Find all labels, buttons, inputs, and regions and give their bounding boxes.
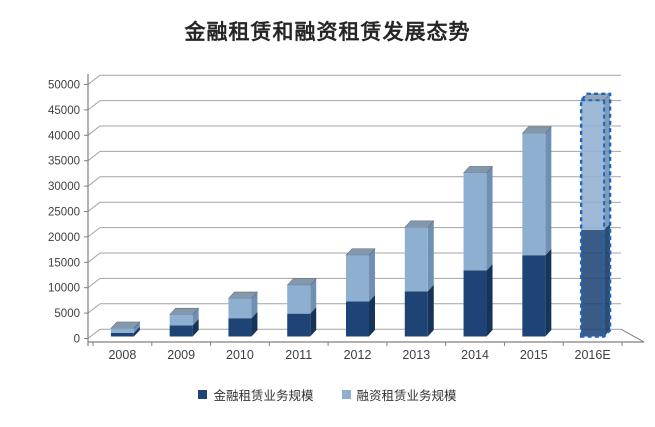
gridline-connector bbox=[87, 151, 101, 162]
bar-2012-front-dark bbox=[346, 301, 369, 337]
bar-2016E-front-light bbox=[581, 100, 605, 230]
bar-2008-side-light bbox=[133, 321, 140, 333]
bar-2008-side-dark bbox=[133, 326, 140, 337]
legend-label-financial-leasing: 金融租赁业务规模 bbox=[213, 389, 314, 403]
gridline-connector bbox=[87, 100, 101, 111]
bar-2011-front-light bbox=[287, 285, 311, 314]
legend-item-financial-leasing: 金融租赁业务规模 bbox=[198, 385, 314, 404]
y-axis-label: 25000 bbox=[48, 207, 80, 219]
y-axis-label: 30000 bbox=[48, 181, 80, 193]
bar-2011-side-light bbox=[310, 278, 317, 314]
legend-swatch-financial-leasing bbox=[198, 390, 208, 399]
bar-2008-front-light bbox=[110, 328, 134, 333]
bar-2016E-side-dark bbox=[604, 223, 611, 337]
y-axis-label: 45000 bbox=[48, 105, 80, 117]
x-axis-label: 2008 bbox=[108, 348, 136, 362]
bar-2015-side-light bbox=[545, 126, 552, 256]
bar-2009-side-dark bbox=[192, 318, 199, 337]
bar-2013-front-light bbox=[404, 227, 428, 292]
x-axis-label: 2012 bbox=[344, 348, 372, 362]
bar-2014-front-dark bbox=[463, 270, 487, 337]
gridline-connector bbox=[87, 252, 101, 263]
y-axis-label: 35000 bbox=[48, 156, 80, 168]
bar-2010-front-dark bbox=[228, 318, 252, 337]
gridline-connector bbox=[87, 176, 101, 187]
gridline-connector bbox=[87, 125, 101, 136]
bar-2012-side-dark bbox=[369, 294, 375, 337]
bar-2015-front-light bbox=[522, 133, 546, 256]
x-axis-label: 2010 bbox=[226, 348, 254, 362]
y-axis-label: 40000 bbox=[48, 130, 80, 142]
y-axis-label: 50000 bbox=[48, 80, 80, 92]
bar-2011-front-dark bbox=[287, 313, 311, 337]
bar-2011-side-dark bbox=[310, 307, 317, 337]
y-axis-label: 15000 bbox=[48, 257, 80, 269]
legend-item-finance-leasing: 融资租赁业务规模 bbox=[341, 385, 457, 404]
y-axis-label: 20000 bbox=[48, 232, 80, 244]
x-axis-label: 2013 bbox=[402, 348, 430, 362]
gridline-connector bbox=[87, 303, 101, 314]
legend-label-finance-leasing: 融资租赁业务规模 bbox=[356, 389, 457, 403]
bar-2014-side-light bbox=[486, 166, 493, 271]
x-axis-label: 2011 bbox=[285, 348, 312, 362]
bar-2008-front-dark bbox=[110, 332, 134, 337]
bar-2012-side-light bbox=[369, 248, 375, 302]
bar-2014-side-dark bbox=[486, 263, 493, 337]
bar-2016E-front-dark bbox=[581, 229, 605, 337]
bar-2010-side-light bbox=[251, 291, 258, 319]
bar-2016E-side-light bbox=[604, 93, 611, 230]
bar-2010-front-light bbox=[228, 298, 252, 319]
bar-2013-front-dark bbox=[404, 291, 428, 337]
x-axis-label: 2016E bbox=[575, 348, 611, 362]
x-axis-label: 2015 bbox=[520, 348, 548, 362]
gridline-connector bbox=[87, 74, 101, 85]
bar-2009-side-light bbox=[192, 308, 199, 326]
chart-title: 金融租赁和融资租赁发展态势 bbox=[184, 21, 471, 44]
bar-2014-front-light bbox=[463, 172, 487, 271]
bar-2012-front-light bbox=[346, 255, 369, 302]
bar-2013-side-dark bbox=[427, 284, 434, 337]
chart-legend: 金融租赁业务规模 融资租赁业务规模 bbox=[0, 385, 655, 404]
bar-2009-front-dark bbox=[169, 325, 193, 337]
gridline-connector bbox=[87, 201, 101, 212]
y-axis-label: 5000 bbox=[54, 308, 80, 320]
estimate-outline bbox=[579, 92, 612, 338]
bar-2015-side-dark bbox=[545, 248, 552, 337]
gridline-connector bbox=[87, 328, 101, 339]
y-axis-label: 0 bbox=[74, 334, 80, 346]
x-axis-label: 2009 bbox=[167, 348, 195, 362]
bar-2015-front-dark bbox=[522, 255, 546, 337]
bar-2010-side-dark bbox=[251, 311, 258, 337]
gridline-connector bbox=[87, 227, 101, 238]
bar-2009-front-light bbox=[169, 314, 193, 326]
floor-right-edge bbox=[620, 328, 645, 343]
y-axis-label: 10000 bbox=[48, 283, 80, 295]
legend-swatch-finance-leasing bbox=[341, 390, 351, 399]
gridline-connector bbox=[87, 278, 101, 289]
bar-2013-side-light bbox=[427, 220, 434, 292]
x-axis-label: 2014 bbox=[461, 348, 489, 362]
